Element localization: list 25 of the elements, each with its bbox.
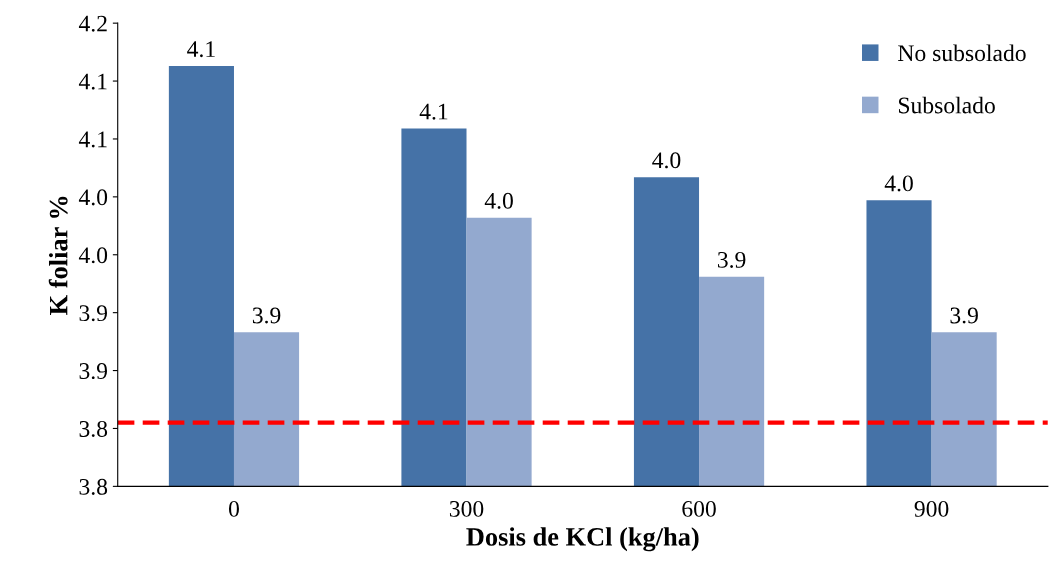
y-tick-label: 4.0 <box>78 247 108 264</box>
y-tick-label: 4.0 <box>78 189 108 206</box>
y-tick-label: 3.9 <box>79 363 108 380</box>
y-tick-label: 3.9 <box>79 305 108 322</box>
data-label: 4.1 <box>187 41 215 58</box>
data-label: 3.9 <box>717 251 746 268</box>
y-tick-label: 4.1 <box>78 131 107 148</box>
y-tick-label: 4.1 <box>78 73 107 90</box>
x-tick-label: 900 <box>914 500 949 517</box>
y-tick-label: 4.2 <box>78 15 107 32</box>
x-tick-label: 600 <box>682 500 716 517</box>
data-label: 3.9 <box>950 307 978 324</box>
data-label: 3.9 <box>252 307 281 324</box>
legend-label: No subsolado <box>898 44 1026 62</box>
x-tick-label: 300 <box>449 500 484 517</box>
y-tick-label: 3.8 <box>79 420 108 437</box>
x-tick-label: 0 <box>228 500 239 517</box>
legend-label: Subsolado <box>898 96 995 114</box>
data-label: 4.0 <box>652 152 681 169</box>
y-tick-label: 3.8 <box>79 478 108 495</box>
data-label: 4.1 <box>419 103 448 120</box>
data-label: 4.0 <box>484 192 513 209</box>
y-axis-title: K foliar % <box>48 196 68 315</box>
data-label: 4.0 <box>884 175 913 192</box>
x-axis-title: Dosis de KCl (kg/ha) <box>466 527 699 552</box>
